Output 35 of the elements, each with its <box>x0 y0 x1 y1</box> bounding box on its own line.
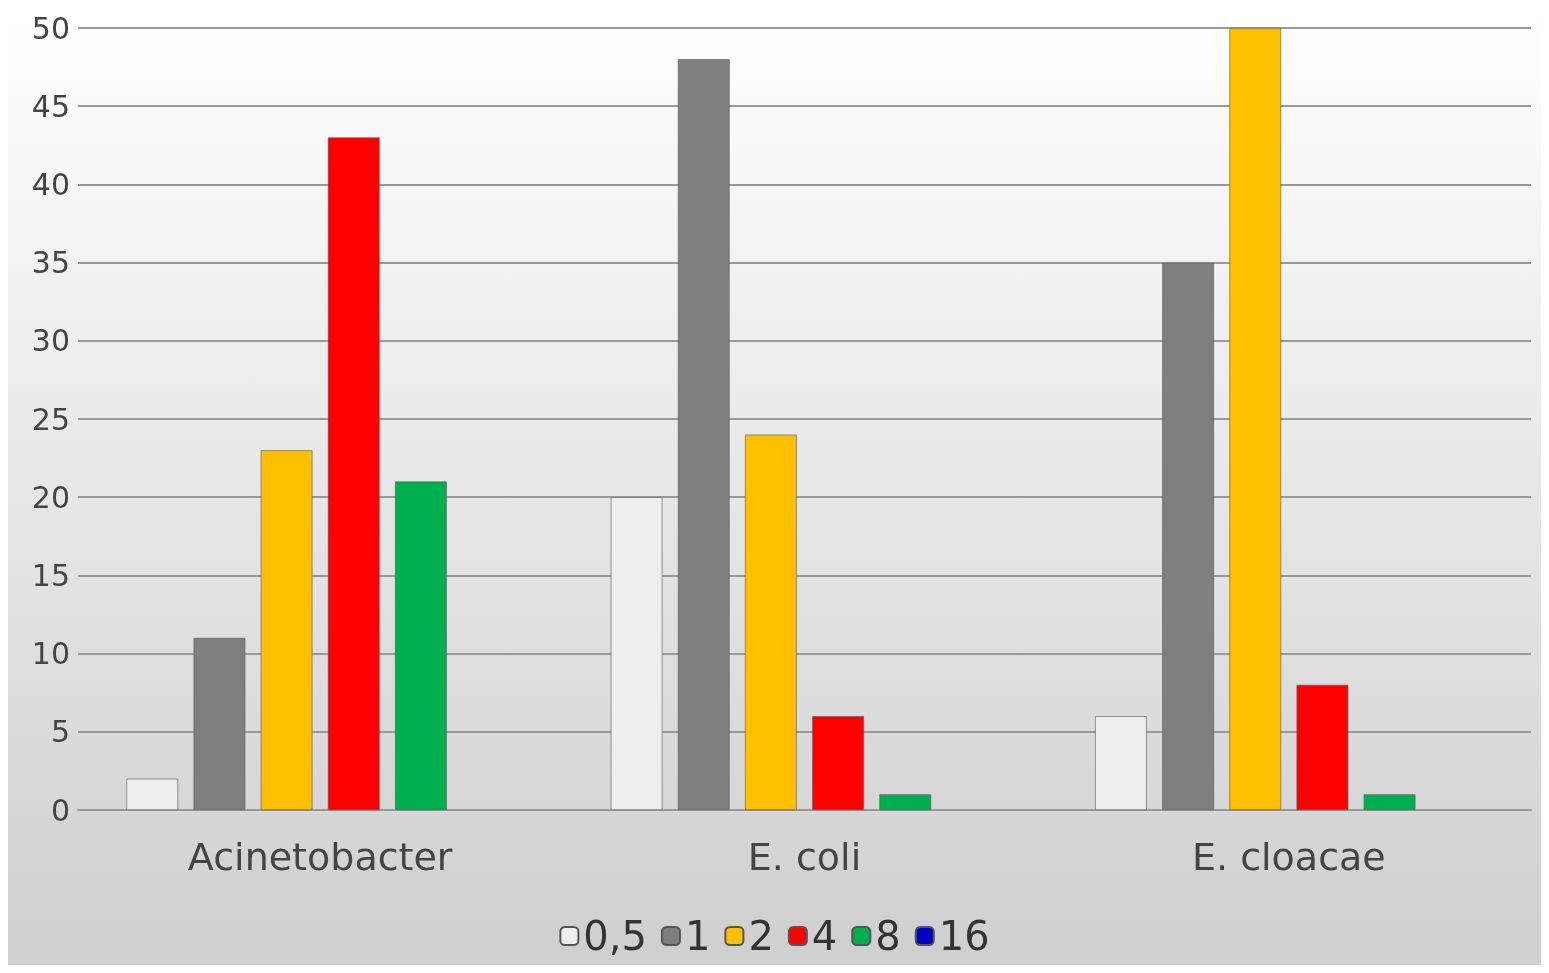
bar <box>879 794 932 810</box>
x-tick-label: E. coli <box>747 835 862 879</box>
x-tick-label: Acinetobacter <box>187 835 453 879</box>
y-tick-label: 45 <box>31 88 70 124</box>
y-tick-label: 10 <box>31 636 70 672</box>
y-tick-label: 50 <box>31 10 70 46</box>
legend-label: 16 <box>938 913 990 959</box>
legend-label: 8 <box>875 913 901 959</box>
bar <box>1296 684 1349 810</box>
y-tick-label: 40 <box>31 166 70 202</box>
legend-label: 2 <box>748 913 774 959</box>
bar <box>812 716 864 810</box>
bar <box>677 59 730 810</box>
legend-label: 0,5 <box>583 913 647 959</box>
x-tick-label: E. cloacae <box>1191 835 1386 879</box>
y-tick-label: 0 <box>50 792 70 828</box>
y-tick-label: 20 <box>31 479 70 515</box>
bar <box>1229 28 1282 810</box>
bar <box>327 137 380 810</box>
legend-label: 4 <box>811 913 838 959</box>
y-tick-label: 30 <box>31 323 70 359</box>
bar <box>1363 794 1416 810</box>
bar <box>1095 716 1147 810</box>
y-tick-label: 25 <box>31 401 70 437</box>
bar <box>260 450 313 810</box>
bar <box>395 481 447 810</box>
bar <box>745 434 797 810</box>
bar <box>126 778 179 810</box>
legend-label: 1 <box>684 913 711 959</box>
bar <box>610 497 663 810</box>
bar <box>1162 262 1214 810</box>
bar <box>193 637 246 810</box>
y-tick-label: 35 <box>31 245 70 281</box>
y-tick-label: 15 <box>31 557 70 593</box>
y-tick-label: 5 <box>50 714 70 750</box>
